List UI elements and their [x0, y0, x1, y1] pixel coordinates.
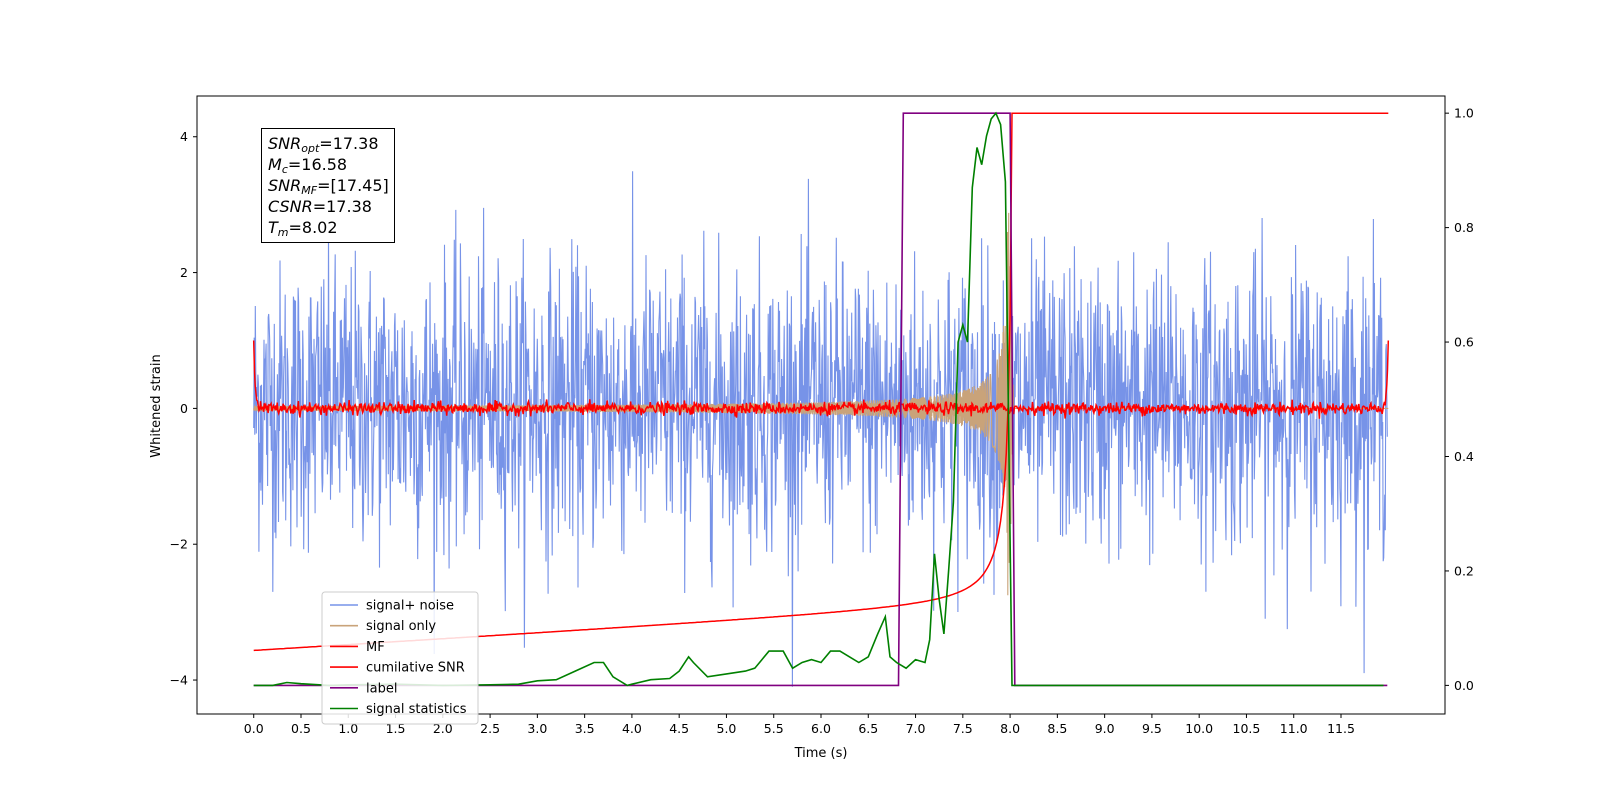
stats-annotation-box: SNRopt=17.38 Mc=16.58 SNRMF=[17.45] CSNR… [261, 128, 395, 243]
tm-row: Tm=8.02 [268, 218, 338, 239]
x-tick-label: 5.5 [764, 721, 784, 736]
series-mf-line [252, 340, 1390, 419]
snr-mf-row: SNRMF=[17.45] [268, 176, 389, 197]
x-axis-label: Time (s) [794, 746, 848, 761]
x-tick-label: 10.5 [1233, 721, 1261, 736]
y2-tick-label: 0.2 [1454, 563, 1474, 578]
y-tick-label: 0 [180, 401, 188, 416]
x-tick-label: 1.5 [386, 721, 406, 736]
x-tick-label: 0.5 [291, 721, 311, 736]
x-tick-label: 1.0 [338, 721, 358, 736]
tm-value: =8.02 [288, 218, 338, 237]
y-axis-left: 4 2 0 −2 −4 [170, 129, 197, 688]
x-tick-label: 11.5 [1327, 721, 1355, 736]
x-tick-label: 8.0 [1000, 721, 1020, 736]
legend: signal+ noise signal only MF cumilative SNR… [321, 591, 479, 725]
x-tick-label: 9.0 [1095, 721, 1115, 736]
x-tick-label: 6.5 [858, 721, 878, 736]
x-tick-label: 2.0 [433, 721, 453, 736]
y2-tick-label: 0.8 [1454, 220, 1474, 235]
legend-label: signal only [366, 619, 436, 634]
y-tick-label: 4 [180, 129, 188, 144]
x-tick-label: 10.0 [1185, 721, 1213, 736]
snr-mf-value: =[17.45] [317, 176, 389, 195]
y2-tick-label: 0.6 [1454, 335, 1474, 350]
x-tick-label: 7.5 [953, 721, 973, 736]
x-tick-label: 4.0 [622, 721, 642, 736]
y-tick-label: −4 [170, 673, 188, 688]
legend-label: label [366, 681, 397, 696]
x-tick-label: 0.0 [244, 721, 264, 736]
y2-tick-label: 0.4 [1454, 449, 1474, 464]
y-axis-label: Whitened strain [149, 354, 164, 457]
x-tick-label: 9.5 [1142, 721, 1162, 736]
snr-opt-value: =17.38 [319, 134, 379, 153]
y-axis-right: 0.0 0.2 0.4 0.6 0.8 1.0 [1445, 106, 1474, 693]
x-tick-label: 3.0 [527, 721, 547, 736]
y-tick-label: −2 [170, 537, 188, 552]
csnr-value: =17.38 [312, 197, 372, 216]
snr-opt-row: SNRopt=17.38 [268, 134, 379, 155]
mc-value: =16.58 [287, 155, 348, 174]
x-tick-label: 6.0 [811, 721, 831, 736]
x-tick-label: 4.5 [669, 721, 689, 736]
legend-box [321, 591, 479, 725]
x-tick-label: 8.5 [1047, 721, 1067, 736]
x-tick-label: 5.0 [717, 721, 737, 736]
legend-label: cumilative SNR [366, 661, 465, 676]
legend-label: signal statistics [366, 702, 467, 717]
x-tick-label: 3.5 [575, 721, 595, 736]
legend-label: signal+ noise [366, 599, 454, 614]
y2-tick-label: 0.0 [1454, 678, 1474, 693]
x-tick-label: 7.0 [906, 721, 926, 736]
y2-tick-label: 1.0 [1454, 106, 1474, 121]
legend-label: MF [366, 640, 385, 655]
series-signal-statistics-line [253, 111, 1384, 687]
y-tick-label: 2 [180, 265, 188, 280]
series-cumulative-snr-line [253, 112, 1389, 652]
csnr-row: CSNR=17.38 [268, 197, 372, 216]
x-axis: 0.0 0.5 1.0 1.5 2.0 2.5 3.0 3.5 4.0 4.5 5.0 5.5 6.0 6… [244, 714, 1355, 736]
mc-row: Mc=16.58 [268, 155, 348, 176]
x-tick-label: 2.5 [480, 721, 500, 736]
x-tick-label: 11.0 [1280, 721, 1308, 736]
